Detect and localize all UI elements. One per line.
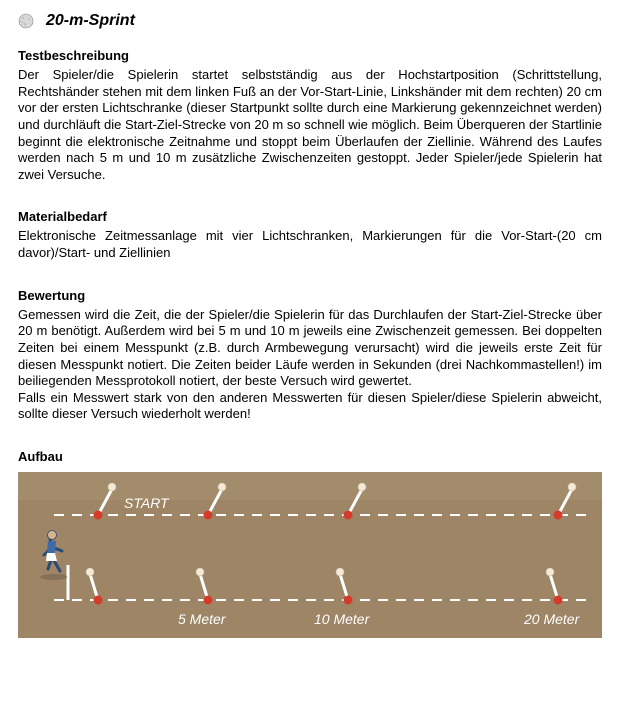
section-material: Materialbedarf Elektronische Zeitmessanl… (18, 209, 602, 261)
page-title: 20-m-Sprint (46, 12, 135, 30)
svg-text:5 Meter: 5 Meter (178, 611, 227, 627)
svg-text:START: START (124, 495, 170, 511)
setup-diagram: START 5 Meter 10 Meter 20 Meter (18, 472, 602, 638)
text-evaluation-1: Gemessen wird die Zeit, die der Spieler/… (18, 307, 602, 390)
title-row: 20-m-Sprint (18, 12, 602, 30)
text-description: Der Spieler/die Spielerin startet selbst… (18, 67, 602, 183)
svg-text:10 Meter: 10 Meter (314, 611, 371, 627)
text-material: Elektronische Zeitmessanlage mit vier Li… (18, 228, 602, 261)
svg-text:20 Meter: 20 Meter (523, 611, 581, 627)
section-evaluation: Bewertung Gemessen wird die Zeit, die de… (18, 288, 602, 423)
heading-description: Testbeschreibung (18, 48, 602, 63)
ball-icon (18, 13, 34, 29)
heading-material: Materialbedarf (18, 209, 602, 224)
text-evaluation-2: Falls ein Messwert stark von den anderen… (18, 390, 602, 423)
section-description: Testbeschreibung Der Spieler/die Spieler… (18, 48, 602, 183)
heading-setup: Aufbau (18, 449, 602, 464)
heading-evaluation: Bewertung (18, 288, 602, 303)
section-setup: Aufbau (18, 449, 602, 464)
